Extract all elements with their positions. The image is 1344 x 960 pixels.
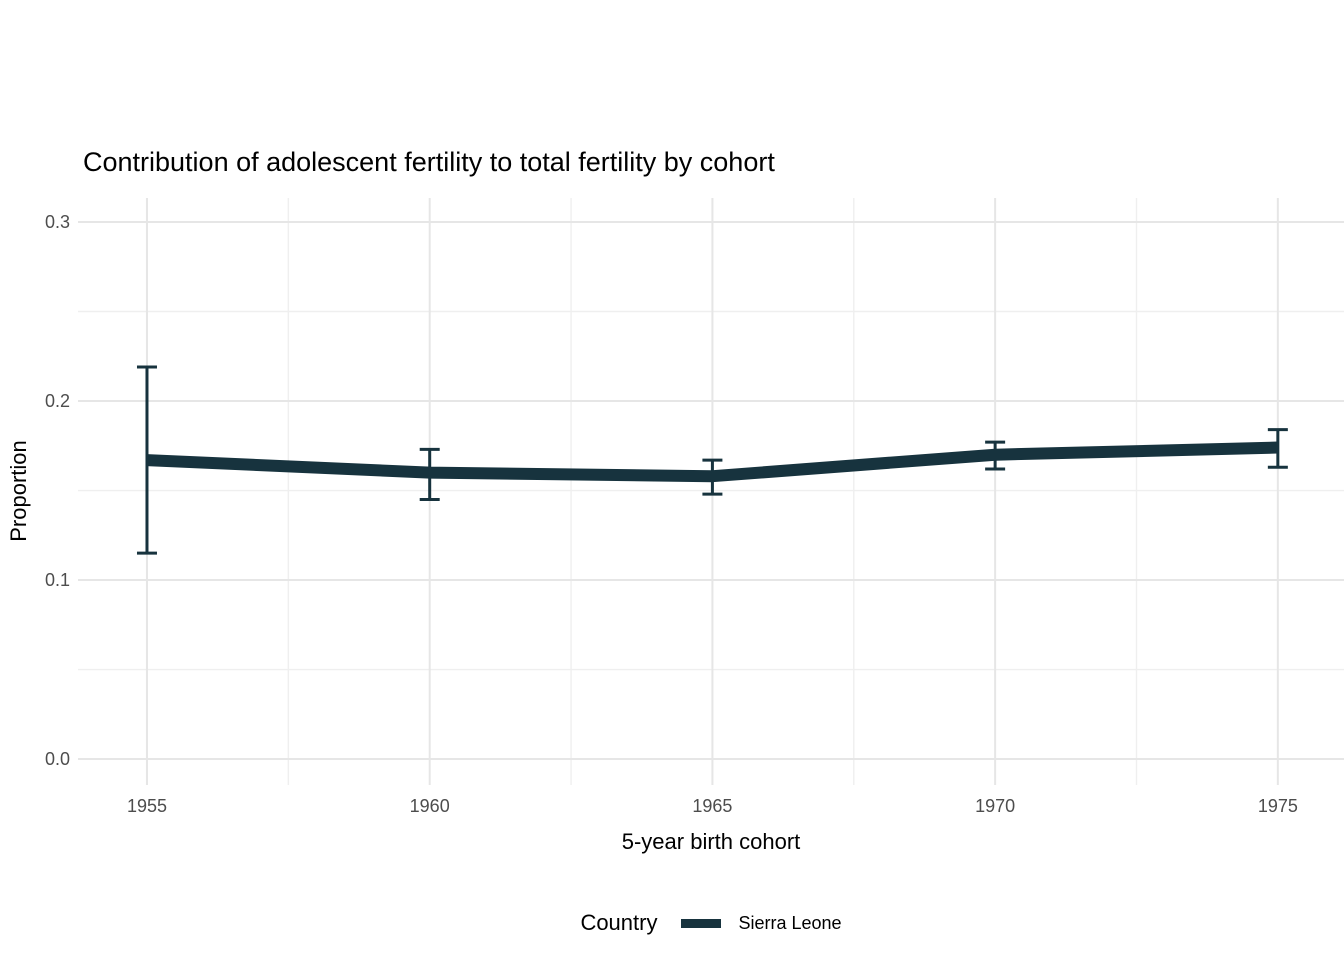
legend-line-swatch xyxy=(681,918,722,928)
x-tick-label: 1960 xyxy=(409,796,450,816)
x-tick-label: 1975 xyxy=(1257,796,1298,816)
y-axis-title: Proportion xyxy=(6,440,31,542)
legend-item-label: Sierra Leone xyxy=(738,912,842,933)
chart-title: Contribution of adolescent fertility to … xyxy=(83,147,775,177)
x-tick-label: 1965 xyxy=(692,796,733,816)
y-tick-label: 0.1 xyxy=(44,570,70,591)
x-tick-label: 1955 xyxy=(126,796,167,816)
legend: Country Sierra Leone xyxy=(78,904,1344,942)
legend-title: Country xyxy=(580,910,658,935)
y-tick-label: 0.2 xyxy=(44,391,70,411)
y-tick-label: 0.3 xyxy=(44,211,70,232)
x-axis-title: 5-year birth cohort xyxy=(621,829,801,854)
y-tick-label: 0.0 xyxy=(44,749,70,770)
series-line xyxy=(146,441,1278,483)
x-tick-label: 1970 xyxy=(975,796,1016,816)
